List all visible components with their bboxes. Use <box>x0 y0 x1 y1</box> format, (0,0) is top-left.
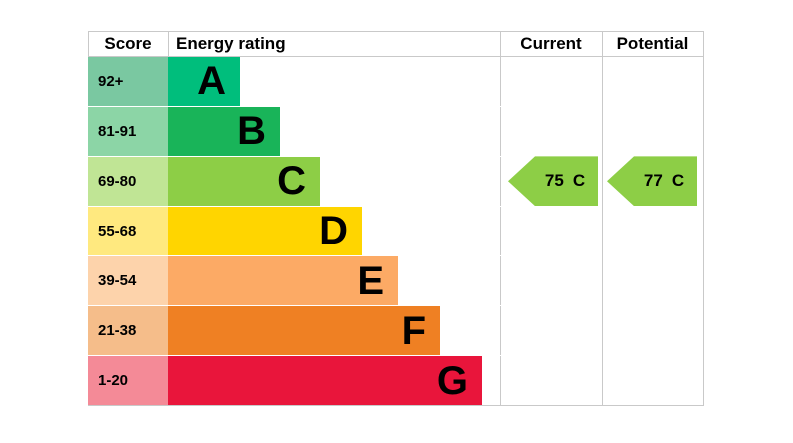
score-range-e: 39-54 <box>88 256 168 306</box>
band-row-e: 39-54 E <box>88 256 508 307</box>
band-letter-d: D <box>319 209 348 253</box>
rating-bar-g: G <box>168 356 482 406</box>
band-letter-b: B <box>237 109 266 154</box>
table-bottom-border <box>88 405 704 406</box>
band-letter-g: G <box>436 358 468 403</box>
band-row-a: 92+ A <box>88 57 508 107</box>
band-row-d: 55-68 D <box>88 206 508 257</box>
header-bottom-border <box>88 56 704 57</box>
band-letter-f: F <box>401 308 426 353</box>
current-rating-band: C <box>572 171 586 191</box>
rating-bar-e: E <box>168 256 398 306</box>
band-row-b: 81-91 B <box>88 106 508 157</box>
score-column-right-border <box>168 31 169 57</box>
potential-rating-value: 77 <box>643 171 663 191</box>
band-row-c: 69-80 C <box>88 156 508 207</box>
score-range-d: 55-68 <box>88 206 168 256</box>
band-letter-e: E <box>357 258 384 303</box>
rating-bar-c: C <box>168 156 320 206</box>
header-top-border <box>88 31 704 32</box>
potential-column-right-border <box>703 31 704 405</box>
current-rating-value: 75 <box>544 171 564 191</box>
score-range-b: 81-91 <box>88 106 168 156</box>
potential-column-header: Potential <box>616 33 689 53</box>
score-range-g: 1-20 <box>88 356 168 406</box>
current-column-right-border <box>602 31 603 405</box>
score-range-c: 69-80 <box>88 156 168 206</box>
potential-rating-band: C <box>671 171 685 191</box>
score-range-a: 92+ <box>88 57 168 106</box>
rating-bar-a: A <box>168 57 240 106</box>
band-letter-c: C <box>277 159 306 204</box>
score-column-left-border <box>88 31 89 57</box>
band-letter-a: A <box>197 59 226 104</box>
score-column-header: Score <box>104 33 152 53</box>
current-column-header: Current <box>520 33 582 53</box>
potential-rating-arrow: 77 C <box>607 156 697 207</box>
energy-rating-column-header: Energy rating <box>176 33 286 53</box>
band-row-g: 1-20 G <box>88 356 508 406</box>
band-rows: 92+ A 81-91 B 69-80 C 55-68 D 39-54 E 21-38 F 1-20 G <box>88 57 508 406</box>
score-range-f: 21-38 <box>88 306 168 356</box>
current-column-left-border <box>500 31 501 405</box>
rating-bar-b: B <box>168 106 280 156</box>
rating-bar-f: F <box>168 306 440 356</box>
current-rating-arrow: 75 C <box>508 156 598 207</box>
band-row-f: 21-38 F <box>88 306 508 357</box>
rating-bar-d: D <box>168 206 362 256</box>
